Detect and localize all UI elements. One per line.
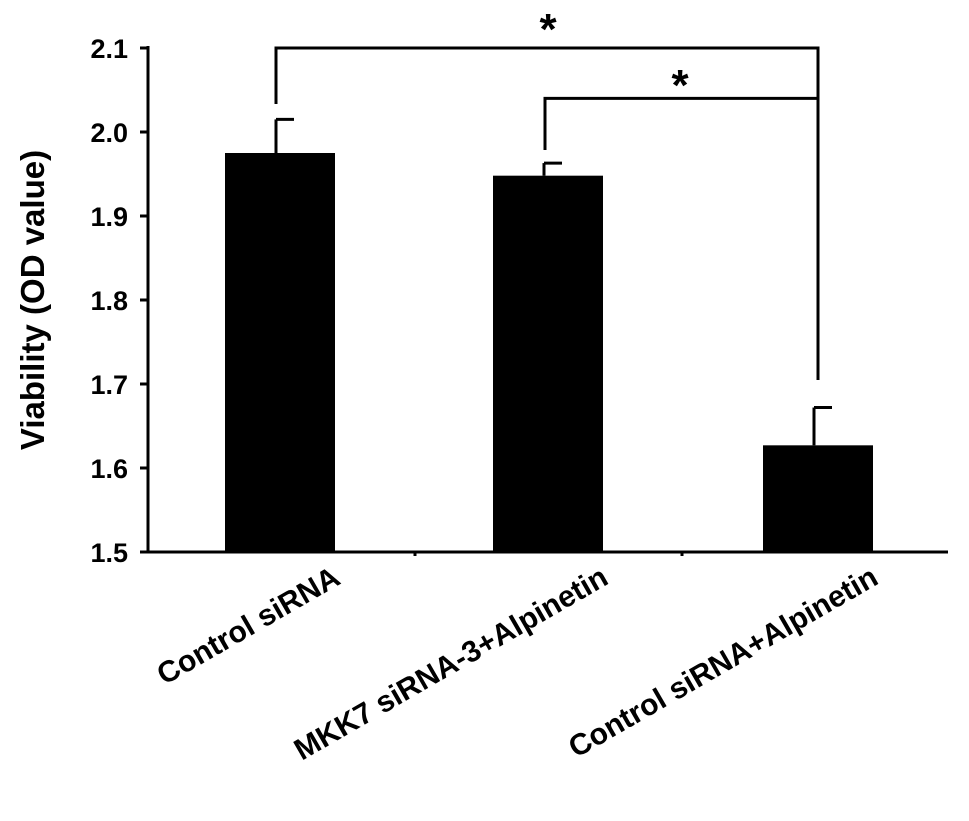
y-tick-label: 1.7 (90, 370, 128, 400)
x-tick-label: Control siRNA (151, 560, 345, 691)
y-tick-label: 1.5 (90, 538, 128, 568)
y-tick-label: 1.9 (90, 202, 128, 232)
significance-bracket (543, 96, 820, 380)
y-axis-label: Viability (OD value) (14, 150, 51, 450)
significance-marker: * (671, 61, 689, 110)
bar (493, 175, 603, 552)
x-tick-label: Control siRNA+Alpinetin (563, 560, 883, 764)
y-tick-label: 1.8 (90, 286, 128, 316)
y-tick-label: 1.6 (90, 454, 128, 484)
y-tick-label: 2.1 (90, 34, 128, 64)
significance-marker: * (539, 5, 557, 54)
bar (225, 153, 335, 552)
bar (763, 445, 873, 552)
y-tick-label: 2.0 (90, 118, 128, 148)
